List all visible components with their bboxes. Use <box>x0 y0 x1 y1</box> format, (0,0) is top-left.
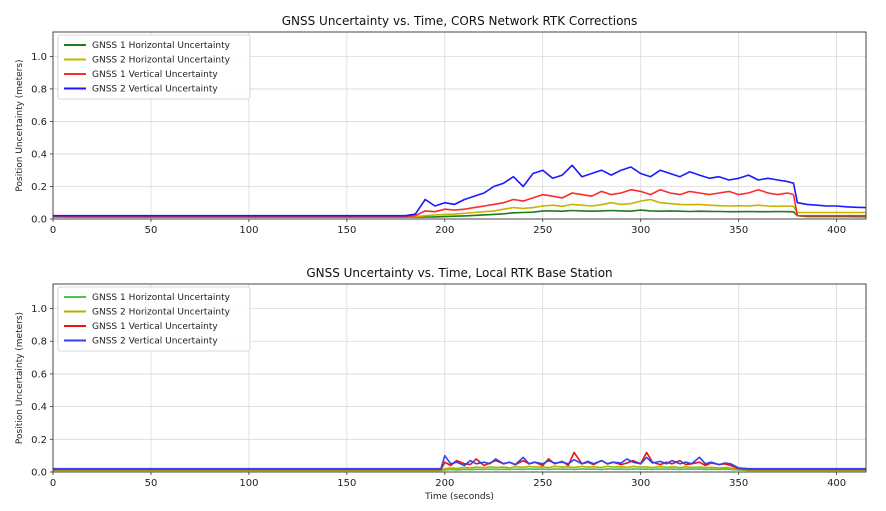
chart-panel-cors: GNSS Uncertainty vs. Time, CORS Network … <box>15 14 867 236</box>
chart-title: GNSS Uncertainty vs. Time, CORS Network … <box>282 14 638 28</box>
legend-entry-label: GNSS 2 Vertical Uncertainty <box>92 85 218 95</box>
x-tick-label: 400 <box>827 225 846 236</box>
y-tick-label: 0.0 <box>31 215 47 226</box>
y-tick-label: 0.2 <box>31 182 47 193</box>
chart-title: GNSS Uncertainty vs. Time, Local RTK Bas… <box>306 266 612 280</box>
x-tick-label: 0 <box>50 225 56 236</box>
series-line-4 <box>53 164 867 217</box>
plot-frame <box>52 283 867 473</box>
legend-entry-label: GNSS 1 Vertical Uncertainty <box>92 322 218 332</box>
y-axis-label: Position Uncertainty (meters) <box>15 59 25 191</box>
legend-entry-label: GNSS 2 Vertical Uncertainty <box>92 337 218 347</box>
x-tick-label: 250 <box>533 478 552 489</box>
y-tick-label: 0.8 <box>31 84 47 95</box>
legend: GNSS 1 Horizontal Uncertainty GNSS 2 Hori… <box>57 286 251 352</box>
plot-frame <box>52 31 867 220</box>
x-tick-label: 200 <box>435 225 454 236</box>
y-tick-label: 0.6 <box>31 117 47 128</box>
x-tick-label: 350 <box>729 225 748 236</box>
chart-panel-local: GNSS Uncertainty vs. Time, Local RTK Bas… <box>15 266 867 502</box>
y-tick-label: 0.4 <box>31 402 47 413</box>
legend-box <box>57 286 251 352</box>
series-line-3 <box>52 188 866 218</box>
y-tick-label: 1.0 <box>31 52 47 63</box>
legend-entry-label: GNSS 1 Horizontal Uncertainty <box>92 293 231 303</box>
legend-entry-label: GNSS 2 Horizontal Uncertainty <box>92 308 231 318</box>
x-tick-label: 150 <box>337 478 356 489</box>
legend-entry-label: GNSS 1 Horizontal Uncertainty <box>92 41 231 51</box>
y-tick-label: 0.0 <box>31 468 47 479</box>
x-tick-label: 350 <box>729 478 748 489</box>
x-tick-label: 300 <box>631 478 650 489</box>
x-tick-label: 50 <box>145 478 158 489</box>
x-tick-label: 100 <box>239 225 258 236</box>
legend-entry-label: GNSS 1 Vertical Uncertainty <box>92 70 218 80</box>
y-tick-label: 0.2 <box>31 435 47 446</box>
legend-entry-label: GNSS 2 Horizontal Uncertainty <box>92 56 231 66</box>
series-line-3 <box>53 451 866 471</box>
x-tick-label: 400 <box>827 478 846 489</box>
legend: GNSS 1 Horizontal Uncertainty GNSS 2 Hori… <box>57 34 251 100</box>
x-tick-label: 250 <box>533 225 552 236</box>
y-axis-label: Position Uncertainty (meters) <box>15 312 25 444</box>
y-tick-label: 0.6 <box>31 369 47 380</box>
legend-box <box>57 34 251 100</box>
x-tick-label: 300 <box>631 225 650 236</box>
x-axis-label: Time (seconds) <box>424 492 494 502</box>
x-tick-label: 150 <box>337 225 356 236</box>
x-tick-label: 0 <box>50 478 56 489</box>
x-tick-label: 50 <box>145 225 158 236</box>
x-tick-label: 200 <box>435 478 454 489</box>
y-tick-label: 1.0 <box>31 304 47 315</box>
y-tick-label: 0.8 <box>31 337 47 348</box>
y-tick-label: 0.4 <box>31 149 47 160</box>
series-line-4 <box>53 454 866 470</box>
x-tick-label: 100 <box>239 478 258 489</box>
